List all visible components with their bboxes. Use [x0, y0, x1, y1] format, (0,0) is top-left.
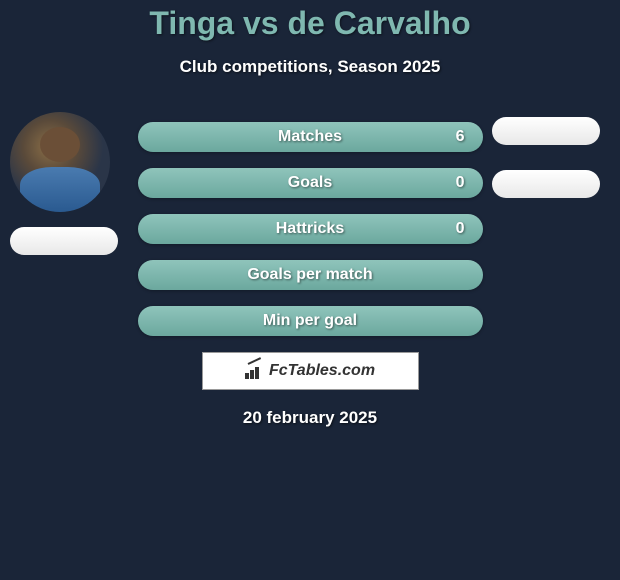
- content-area: Matches 6 Goals 0 Hattricks 0 Goals per …: [0, 112, 620, 428]
- stat-label: Hattricks: [276, 220, 344, 238]
- stat-label: Goals per match: [247, 266, 372, 284]
- player-badge-left: [10, 227, 118, 255]
- stat-label: Matches: [278, 128, 342, 146]
- chart-icon: [245, 363, 265, 379]
- stats-list: Matches 6 Goals 0 Hattricks 0 Goals per …: [138, 112, 483, 336]
- logo-text: FcTables.com: [269, 362, 375, 380]
- stat-row-goals-per-match: Goals per match: [138, 260, 483, 290]
- player-left-panel: [10, 112, 118, 255]
- date-text: 20 february 2025: [0, 408, 620, 428]
- stat-label: Min per goal: [263, 312, 357, 330]
- stat-value: 0: [456, 174, 465, 192]
- player-badge-right-1: [492, 117, 600, 145]
- logo-box[interactable]: FcTables.com: [202, 352, 419, 390]
- player-avatar-left: [10, 112, 110, 212]
- stat-row-matches: Matches 6: [138, 122, 483, 152]
- stat-value: 6: [456, 128, 465, 146]
- stat-row-min-per-goal: Min per goal: [138, 306, 483, 336]
- stat-label: Goals: [288, 174, 332, 192]
- player-badge-right-2: [492, 170, 600, 198]
- player-right-panel: [492, 117, 600, 223]
- stat-row-goals: Goals 0: [138, 168, 483, 198]
- main-container: Tinga vs de Carvalho Club competitions, …: [0, 0, 620, 428]
- page-title: Tinga vs de Carvalho: [0, 5, 620, 42]
- stat-row-hattricks: Hattricks 0: [138, 214, 483, 244]
- stat-value: 0: [456, 220, 465, 238]
- subtitle: Club competitions, Season 2025: [0, 57, 620, 77]
